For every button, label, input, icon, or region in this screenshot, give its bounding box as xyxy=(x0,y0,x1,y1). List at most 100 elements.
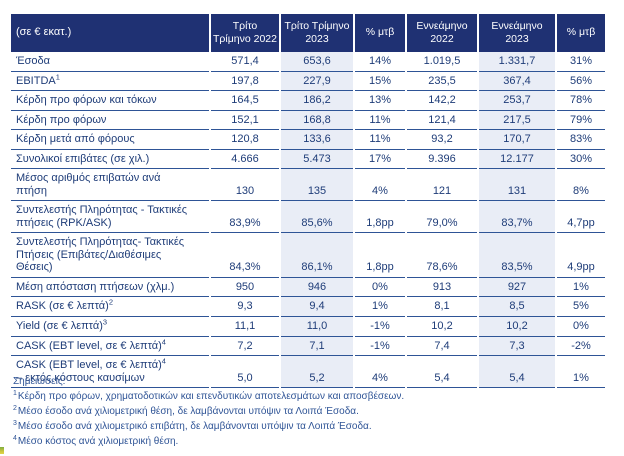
table-row: RASK (σε € λεπτά)2 9,3 9,4 1% 8,1 8,5 5% xyxy=(11,297,605,317)
table-cell: 4,7pp xyxy=(557,201,605,234)
table-cell: 15% xyxy=(355,72,405,92)
table-cell: 5,4 xyxy=(479,356,555,389)
table-row: Μέσος αριθμός επιβατών ανά πτήση 130 135 4%… xyxy=(11,169,605,202)
table-cell: 1.019,5 xyxy=(407,52,477,72)
table-cell: 121 xyxy=(407,169,477,202)
table-cell: 7,4 xyxy=(407,337,477,357)
table-cell: 8,1 xyxy=(407,297,477,317)
table-cell: 5,4 xyxy=(407,356,477,389)
table-cell: 121,4 xyxy=(407,111,477,131)
row-label-text: Μέσος αριθμός επιβατών ανά πτήση xyxy=(16,172,161,197)
row-label: Yield (σε € λεπτά)3 xyxy=(11,317,209,337)
footnote-item: 3Μέσο έσοδο ανά χιλιομετρικό επιβάτη, δε… xyxy=(13,419,404,434)
table-cell: 253,7 xyxy=(479,91,555,111)
table-cell: 653,6 xyxy=(281,52,353,72)
table-cell: 7,3 xyxy=(479,336,555,357)
table-cell: 11,1 xyxy=(211,317,279,337)
table-cell: 130 xyxy=(211,169,279,202)
table-cell: 120,8 xyxy=(211,130,279,150)
row-label: Κέρδη μετά από φόρους xyxy=(11,130,209,150)
table-cell: 1,8pp xyxy=(355,233,405,278)
table-cell: 8% xyxy=(557,169,605,202)
table-cell: 4.666 xyxy=(211,150,279,170)
footnote-ref: 1 xyxy=(55,71,60,81)
table-cell: 135 xyxy=(281,169,353,202)
col-header-9m-2022: Εννεάμηνο 2022 xyxy=(407,14,477,52)
table-row: EBITDA1 197,8 227,9 15% 235,5 367,4 56% xyxy=(11,71,605,92)
table-cell: 0% xyxy=(355,278,405,298)
table-cell: 170,7 xyxy=(479,130,555,150)
table-cell: 17% xyxy=(355,150,405,170)
table-cell: 186,2 xyxy=(281,91,353,111)
footnote-item: 2Μέσο έσοδο ανά χιλιομετρική θέση, δε λα… xyxy=(13,404,404,419)
table-cell: 1% xyxy=(557,278,605,298)
footnote-ref: 4 xyxy=(161,356,166,366)
table-cell: 30% xyxy=(557,150,605,170)
table-cell: 13% xyxy=(355,91,405,111)
table-cell: 11% xyxy=(355,111,405,131)
table-cell: 79% xyxy=(557,111,605,131)
row-label: Συντελεστής Πληρότητας- Τακτικές Πτήσεις… xyxy=(11,233,209,278)
table-cell: 9.396 xyxy=(407,150,477,170)
table-cell: 131 xyxy=(479,169,555,202)
table-row: Κέρδη μετά από φόρους 120,8 133,6 11% 93,2 17… xyxy=(11,130,605,150)
table-cell: 927 xyxy=(479,277,555,298)
row-label-line2: – εκτός κόστους καυσίμων xyxy=(16,371,145,384)
table-cell: 142,2 xyxy=(407,91,477,111)
row-label-text: Κέρδη μετά από φόρους xyxy=(16,133,135,146)
table-cell: 1.331,7 xyxy=(479,52,555,72)
table-cell: 10,2 xyxy=(479,316,555,337)
table-header-row: (σε € εκατ.) Τρίτο Τρίμηνο 2022 Τρίτο Τρ… xyxy=(11,14,605,52)
table-cell: 7,2 xyxy=(211,337,279,357)
table-cell: 83,9% xyxy=(211,201,279,234)
table-cell: 1% xyxy=(355,297,405,317)
table-row: Μέση απόσταση πτήσεων (χλμ.) 950 946 0% 913 9… xyxy=(11,277,605,298)
row-label-text: Μέση απόσταση πτήσεων (χλμ.) xyxy=(16,280,175,293)
row-label: Κέρδη προ φόρων και τόκων xyxy=(11,91,209,111)
table-cell: 83% xyxy=(557,130,605,150)
row-label: Συντελεστής Πληρότητας - Τακτικές πτήσει… xyxy=(11,201,209,234)
table-cell: 78,6% xyxy=(407,233,477,278)
footnote-item: 1Κέρδη προ φόρων, χρηματοδοτικών και επε… xyxy=(13,389,404,404)
table-row: Συντελεστής Πληρότητας - Τακτικές πτήσει… xyxy=(11,201,605,234)
table-cell: 571,4 xyxy=(211,52,279,72)
table-cell: -1% xyxy=(355,337,405,357)
table-row: CASK (EBT level, σε € λεπτά)4 – εκτός κόσ… xyxy=(11,356,605,389)
row-label: RASK (σε € λεπτά)2 xyxy=(11,297,209,317)
table-cell: 83,7% xyxy=(479,201,555,234)
row-label: EBITDA1 xyxy=(11,72,209,92)
footnote-number: 4 xyxy=(13,434,17,442)
footnote-text: Μέσο έσοδο ανά χιλιομετρική θέση, δε λαμ… xyxy=(17,406,359,417)
table-cell: 5,0 xyxy=(211,356,279,389)
row-label: Κέρδη προ φόρων xyxy=(11,111,209,131)
footnote-ref: 3 xyxy=(102,317,108,327)
table-cell: 79,0% xyxy=(407,201,477,234)
footnotes: Σημειώσεις: 1Κέρδη προ φόρων, χρηματοδοτ… xyxy=(13,374,404,449)
row-label-text: Έσοδα xyxy=(16,55,51,67)
table-cell: 11,0 xyxy=(281,316,353,337)
table-cell: 4,9pp xyxy=(557,233,605,278)
table-cell: 93,2 xyxy=(407,130,477,150)
table-cell: -1% xyxy=(355,317,405,337)
row-label-text: Συντελεστής Πληρότητας - Τακτικές πτήσει… xyxy=(16,204,188,229)
row-label-text: Κέρδη προ φόρων και τόκων xyxy=(16,94,157,107)
col-header-q3-2022: Τρίτο Τρίμηνο 2022 xyxy=(211,14,279,52)
col-header-pct-change-9m: % μτβ xyxy=(557,14,605,52)
table-cell: 56% xyxy=(557,72,605,92)
table-row: Συνολικοί επιβάτες (σε χιλ.) 4.666 5.473 17… xyxy=(11,149,605,170)
table-cell: 10,2 xyxy=(407,317,477,337)
table-cell: 14% xyxy=(355,52,405,72)
table-cell: 168,8 xyxy=(281,110,353,131)
col-header-pct-change-q: % μτβ xyxy=(355,14,405,52)
row-label: CASK (EBT level, σε € λεπτά)4 xyxy=(11,337,209,357)
row-label-text: Yield (σε € λεπτά) xyxy=(16,319,103,332)
table-cell: 31% xyxy=(557,52,605,72)
footnote-text: Μέσο έσοδο ανά χιλιομετρικό επιβάτη, δε … xyxy=(17,421,372,432)
table-cell: 5,2 xyxy=(281,356,353,389)
table-row: CASK (EBT level, σε € λεπτά)4 7,2 7,1 -1% 7,… xyxy=(11,336,605,357)
footnote-text: Κέρδη προ φόρων, χρηματοδοτικών και επεν… xyxy=(17,391,405,402)
table-cell: 367,4 xyxy=(479,71,555,92)
table-cell: 0% xyxy=(557,317,605,337)
footnote-number: 2 xyxy=(13,404,17,412)
